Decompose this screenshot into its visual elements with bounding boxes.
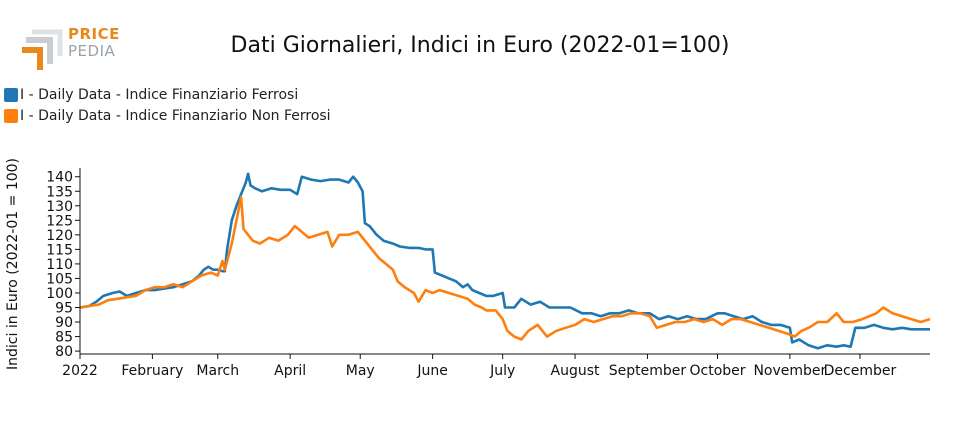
pricepedia-logo: PRICE PEDIA (20, 26, 130, 72)
x-tick-label: November (753, 363, 826, 379)
legend-label: I - Daily Data - Indice Finanziario Ferr… (20, 86, 299, 103)
x-tick-label: March (196, 363, 239, 379)
legend-label: I - Daily Data - Indice Finanziario Non … (20, 107, 331, 124)
y-tick-label: 90 (55, 315, 73, 331)
x-tick-label: May (346, 363, 375, 379)
legend-item[interactable]: I - Daily Data - Indice Finanziario Non … (4, 105, 331, 126)
logo-word-pedia: PEDIA (68, 42, 116, 60)
legend-item[interactable]: I - Daily Data - Indice Finanziario Ferr… (4, 84, 331, 105)
x-tick-label: December (824, 363, 897, 379)
y-tick-label: 85 (55, 330, 73, 346)
y-tick-label: 140 (46, 170, 73, 186)
y-axis-label: Indici in Euro (2022-01 = 100) (5, 158, 21, 370)
series-line-non-ferrosi (79, 195, 931, 341)
x-tick-label: 2022 (62, 363, 98, 379)
pricepedia-bracket-icon (22, 29, 63, 70)
y-tick-label: 110 (46, 257, 73, 273)
chart-title: Dati Giornalieri, Indici in Euro (2022-0… (230, 33, 730, 58)
y-tick-label: 100 (46, 286, 73, 302)
x-tick-label: February (121, 363, 183, 379)
logo-word-price: PRICE (68, 25, 120, 43)
y-tick-label: 80 (55, 344, 73, 360)
y-tick-label: 120 (46, 228, 73, 244)
series-layer (79, 172, 931, 350)
legend-swatch (4, 87, 18, 102)
x-tick-label: June (416, 363, 448, 379)
y-tick-label: 125 (46, 213, 73, 229)
legend-swatch (4, 108, 18, 123)
y-tick-label: 135 (46, 184, 73, 200)
y-tick-label: 95 (55, 301, 73, 317)
y-tick-label: 115 (46, 242, 73, 258)
x-tick-label: July (489, 363, 515, 379)
x-tick-label: September (609, 363, 687, 379)
x-tick-label: August (551, 363, 601, 379)
x-tick-label: April (274, 363, 306, 379)
y-tick-label: 130 (46, 199, 73, 215)
x-tick-label: October (689, 363, 745, 379)
legend: I - Daily Data - Indice Finanziario Ferr… (4, 84, 331, 126)
y-tick-label: 105 (46, 271, 73, 287)
